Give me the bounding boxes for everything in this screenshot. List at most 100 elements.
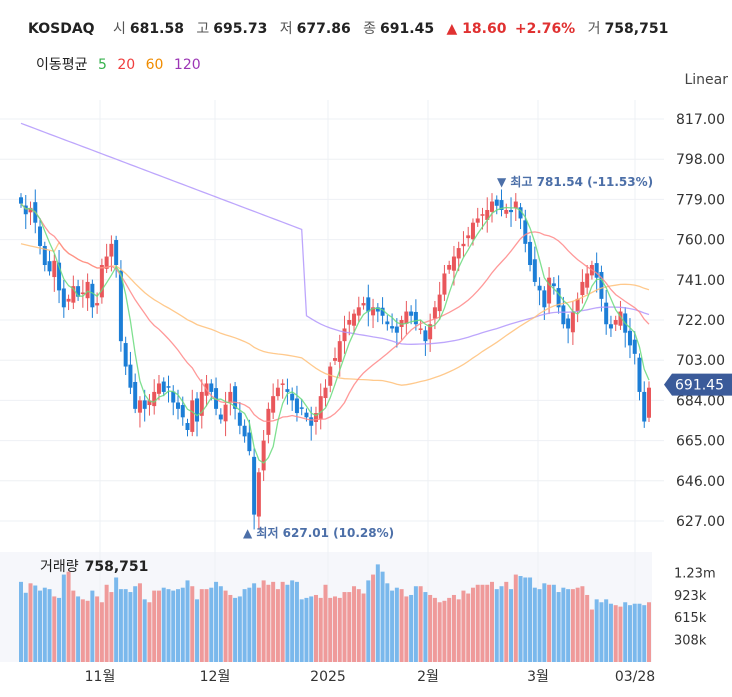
candle-body: [456, 248, 461, 259]
candle-body: [176, 402, 180, 409]
volume-panel-label: 거래량 758,751: [40, 556, 148, 576]
candle-body: [190, 400, 195, 432]
volume-bar: [166, 589, 171, 662]
volume-bar: [342, 592, 347, 662]
candle-body: [632, 339, 637, 354]
volume-bar: [85, 600, 90, 662]
candle-body: [323, 387, 328, 399]
candle-body: [147, 400, 152, 406]
volume-bar: [447, 597, 452, 662]
volume-bar: [518, 576, 523, 662]
volume-bar: [290, 580, 295, 662]
candle-body: [537, 285, 542, 291]
candle-body: [561, 305, 566, 325]
candle-body: [394, 326, 399, 333]
candle-body: [380, 307, 385, 316]
volume-label: 거: [587, 21, 601, 37]
volume-bar: [76, 596, 81, 662]
ma-5[interactable]: 5: [97, 57, 107, 73]
candle-body: [271, 396, 276, 413]
volume-bar: [613, 605, 618, 662]
close-value: 691.45: [380, 21, 435, 37]
volume-bar: [399, 589, 404, 662]
candle-body: [451, 256, 456, 271]
volume-bar: [532, 587, 537, 662]
candle-body: [580, 281, 585, 296]
volume-bar: [180, 587, 185, 662]
candle-body: [209, 383, 214, 392]
volume-bar: [499, 586, 504, 662]
volume-tick-label: 923k: [674, 589, 707, 604]
volume-bar: [104, 584, 109, 662]
candle-body: [490, 201, 494, 212]
candle-body: [432, 307, 437, 319]
moving-average-legend[interactable]: 이동평균 5 20 60 120: [36, 54, 207, 74]
close-label: 종: [363, 21, 377, 37]
low-annotation: ▲ 최저 627.01 (10.28%): [243, 525, 394, 540]
volume-bar: [299, 599, 304, 662]
candle-body: [99, 265, 104, 298]
volume-bar: [356, 589, 361, 662]
ma-5-line: [20, 203, 650, 464]
volume-bar: [171, 590, 176, 662]
ma-20-line: [20, 203, 650, 423]
ma-120[interactable]: 120: [173, 57, 201, 73]
volume-bar: [214, 581, 219, 662]
volume-bar: [223, 590, 228, 662]
candle-body: [328, 366, 333, 386]
candle-body: [247, 432, 252, 452]
volume-bar: [618, 606, 623, 662]
candle-body: [180, 405, 185, 418]
volume-panel-title: 거래량: [40, 559, 79, 575]
candle-body: [38, 226, 43, 246]
volume-bar: [123, 589, 128, 662]
volume-bar: [394, 587, 399, 662]
price-tick-label: 703.00: [676, 353, 725, 369]
volume-bar: [485, 584, 490, 662]
candle-body: [80, 292, 85, 294]
ma-20[interactable]: 20: [117, 57, 136, 73]
ma-60[interactable]: 60: [145, 57, 164, 73]
candle-body: [114, 240, 119, 265]
volume-bar: [413, 586, 418, 662]
price-header: KOSDAQ 시 681.58 고 695.73 저 677.86 종 691.45 ▲…: [28, 18, 676, 38]
volume-bar: [137, 583, 142, 662]
volume-bar: [375, 564, 380, 662]
volume-bar: [247, 587, 252, 662]
candle-body: [551, 283, 556, 287]
volume-bar: [547, 584, 552, 662]
change-percent: +2.76%: [514, 21, 576, 37]
candle-body: [613, 320, 618, 325]
scale-mode-toggle[interactable]: Linear: [684, 72, 728, 88]
volume-bar: [237, 596, 242, 662]
volume-bar: [156, 590, 161, 662]
candle-body: [118, 270, 123, 342]
candle-body: [570, 311, 575, 333]
volume-bar: [632, 603, 637, 662]
candle-body: [61, 288, 66, 308]
candle-body: [618, 311, 623, 326]
volume-bar: [233, 597, 238, 662]
volume-bar: [285, 584, 290, 662]
candle-body: [242, 425, 247, 437]
candle-body: [428, 324, 433, 340]
volume-bar: [133, 586, 138, 662]
volume-bar: [475, 584, 480, 662]
high-value: 695.73: [213, 21, 268, 37]
candle-body: [304, 412, 309, 418]
volume-bar: [456, 599, 461, 662]
candle-body: [299, 407, 304, 409]
candle-body: [342, 328, 347, 342]
volume-bar: [647, 602, 651, 662]
high-annotation: ▼ 최고 781.54 (-11.53%): [497, 174, 653, 189]
volume-bar: [190, 586, 195, 662]
candle-body: [195, 398, 200, 422]
candle-body: [199, 391, 204, 416]
candle-body: [128, 364, 133, 388]
volume-bar: [275, 589, 280, 662]
volume-bar: [309, 596, 314, 662]
volume-bar: [323, 584, 328, 662]
volume-bar: [328, 597, 333, 662]
candle-body: [95, 303, 100, 306]
